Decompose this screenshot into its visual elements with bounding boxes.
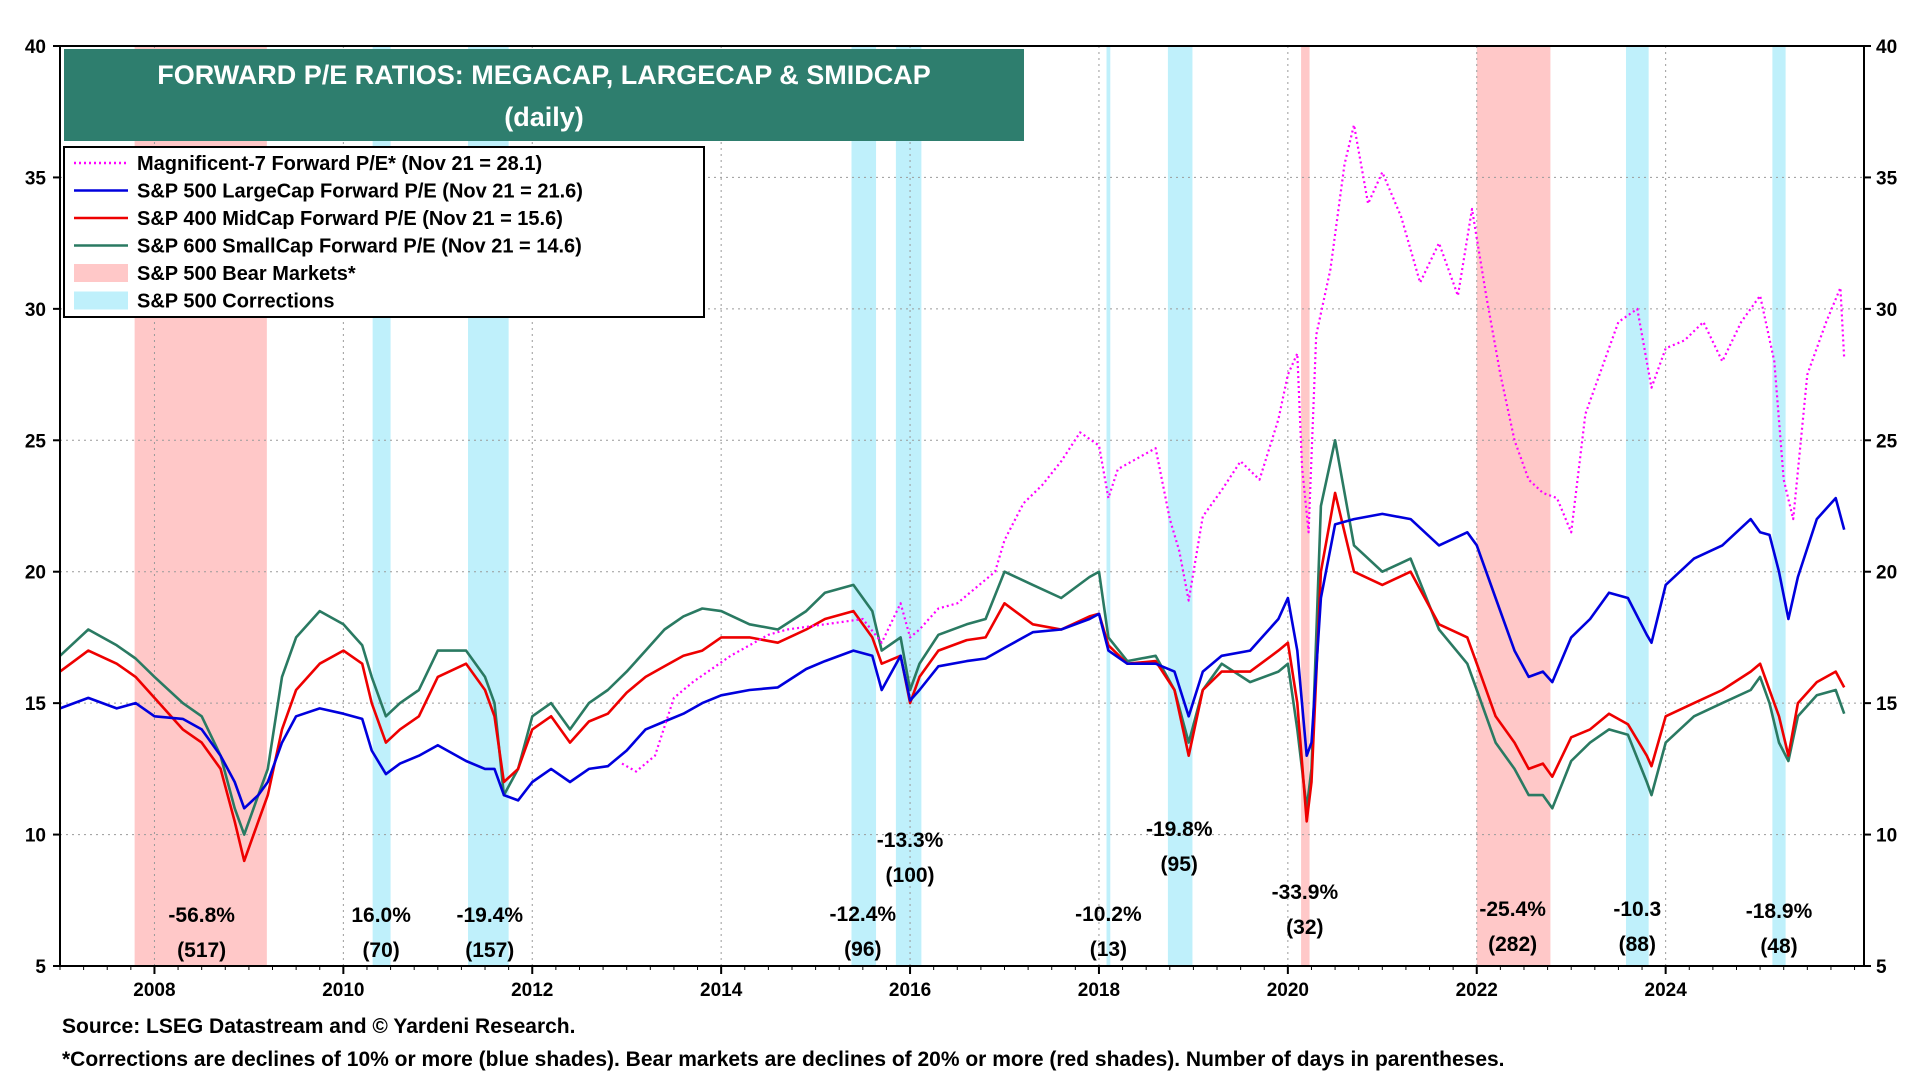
annotation-pct: -19.4%: [456, 904, 523, 927]
annotation-pct: -25.4%: [1479, 898, 1546, 921]
legend-label-3: S&P 400 MidCap Forward P/E (Nov 21 = 15.…: [137, 208, 563, 230]
y-tick-label-right: 40: [1876, 37, 1897, 58]
y-tick-label-left: 5: [35, 957, 46, 978]
x-tick-label: 2008: [133, 980, 175, 1001]
y-tick-label-left: 40: [25, 37, 46, 58]
shaded-period: [895, 46, 922, 966]
annotation-days: (48): [1760, 935, 1797, 958]
shaded-period: [851, 46, 877, 966]
shaded-period: [1476, 46, 1551, 966]
annotation-days: (100): [886, 864, 935, 887]
y-tick-label-left: 25: [25, 431, 47, 452]
annotation-days: (157): [465, 939, 514, 962]
y-tick-label-left: 20: [25, 563, 46, 584]
legend-box: [63, 146, 705, 318]
annotation-days: (32): [1286, 916, 1323, 939]
y-tick-label-right: 35: [1876, 168, 1898, 189]
legend-label-1: Magnificent-7 Forward P/E* (Nov 21 = 28.…: [137, 153, 542, 175]
chart-title: FORWARD P/E RATIOS: MEGACAP, LARGECAP & …: [157, 60, 931, 90]
annotation-pct: -18.9%: [1746, 900, 1813, 923]
y-tick-label-right: 15: [1876, 694, 1898, 715]
y-tick-label-left: 10: [25, 826, 46, 847]
legend-shade-label-1: S&P 500 Bear Markets*: [137, 263, 356, 285]
legend-label-4: S&P 600 SmallCap Forward P/E (Nov 21 = 1…: [137, 236, 582, 258]
y-tick-label-right: 5: [1876, 957, 1887, 978]
x-tick-label: 2018: [1078, 980, 1120, 1001]
series-line-2: [59, 496, 1846, 810]
annotation-days: (282): [1488, 933, 1537, 956]
x-tick-label: 2014: [700, 980, 743, 1001]
series-line-4: [59, 438, 1846, 836]
annotation-pct: -33.9%: [1272, 881, 1339, 904]
annotation-pct: -10.3: [1613, 898, 1661, 921]
x-tick-label: 2020: [1267, 980, 1309, 1001]
y-tick-label-right: 30: [1876, 300, 1897, 321]
annotation-pct: -12.4%: [830, 903, 897, 926]
legend: Magnificent-7 Forward P/E* (Nov 21 = 28.…: [63, 146, 705, 318]
y-tick-label-right: 20: [1876, 563, 1897, 584]
annotation-pct: -19.8%: [1146, 818, 1213, 841]
legend-shade-swatch-1: [74, 264, 128, 282]
legend-label-2: S&P 500 LargeCap Forward P/E (Nov 21 = 2…: [137, 181, 583, 203]
annotation-days: (96): [844, 938, 881, 961]
annotation-days: (88): [1619, 933, 1656, 956]
series-lines: [59, 123, 1846, 863]
annotation-pct: -56.8%: [168, 904, 235, 927]
legend-entries: Magnificent-7 Forward P/E* (Nov 21 = 28.…: [74, 153, 583, 313]
x-tick-label: 2012: [511, 980, 553, 1001]
annotation-days: (13): [1090, 938, 1127, 961]
annotation-days: (95): [1161, 853, 1198, 876]
x-tick-label: 2024: [1645, 980, 1688, 1001]
y-tick-label-left: 35: [25, 168, 47, 189]
annotation-pct: -10.2%: [1075, 903, 1142, 926]
chart-subtitle: (daily): [504, 102, 584, 132]
y-tick-label-right: 25: [1876, 431, 1898, 452]
y-tick-label-left: 30: [25, 300, 46, 321]
shaded-period: [1625, 46, 1649, 966]
chart-title-box: FORWARD P/E RATIOS: MEGACAP, LARGECAP & …: [64, 49, 1024, 141]
y-tick-label-right: 10: [1876, 826, 1897, 847]
shaded-period: [1167, 46, 1193, 966]
annotation-days: (517): [177, 939, 226, 962]
x-tick-label: 2010: [322, 980, 364, 1001]
source-note: Source: LSEG Datastream and © Yardeni Re…: [62, 1015, 576, 1038]
x-tick-label: 2022: [1456, 980, 1498, 1001]
x-tick-label: 2016: [889, 980, 931, 1001]
series-line-3: [59, 491, 1846, 863]
footnote: *Corrections are declines of 10% or more…: [62, 1048, 1505, 1071]
legend-shade-label-2: S&P 500 Corrections: [137, 291, 335, 313]
plot-frame: [59, 45, 1865, 967]
annotation-pct: 16.0%: [351, 904, 411, 927]
y-tick-label-left: 15: [25, 694, 47, 715]
annotation-days: (70): [362, 939, 399, 962]
title-background: [64, 49, 1024, 141]
series-line-1: [621, 123, 1846, 773]
legend-shade-swatch-2: [74, 291, 128, 310]
shaded-period: [1106, 46, 1111, 966]
annotations: -56.8% (517) 16.0% (70) -19.4% (157) -12.4% (96…: [168, 818, 1812, 962]
shaded-period: [1772, 46, 1786, 966]
annotation-pct: -13.3%: [877, 829, 944, 852]
